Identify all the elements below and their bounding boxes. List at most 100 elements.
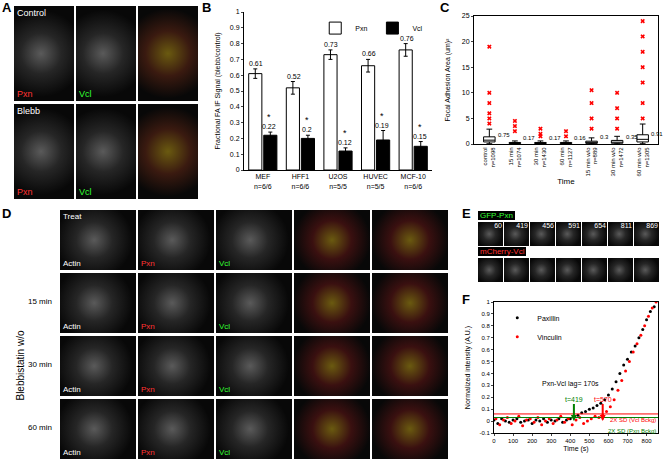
svg-text:0.3: 0.3 (230, 119, 240, 126)
svg-text:1: 1 (236, 8, 240, 15)
html-text:Pxn: Pxn (17, 187, 33, 197)
svg-text:0.7: 0.7 (481, 335, 490, 341)
svg-text:0.12: 0.12 (338, 139, 352, 146)
svg-text:0.16: 0.16 (574, 135, 586, 141)
svg-text:*: * (267, 112, 271, 122)
svg-text:0.2: 0.2 (302, 126, 312, 133)
html-text:Vcl: Vcl (79, 89, 92, 99)
svg-text:0.52: 0.52 (287, 73, 301, 80)
svg-text:controln=1098: controln=1098 (482, 147, 496, 168)
svg-text:300: 300 (546, 438, 557, 444)
svg-text:1: 1 (486, 299, 490, 305)
svg-text:0.6: 0.6 (230, 72, 240, 79)
svg-text:*: * (343, 128, 347, 138)
svg-text:600: 600 (603, 438, 614, 444)
svg-text:15 minn=1074: 15 minn=1074 (508, 147, 522, 168)
html-text:Vcl: Vcl (219, 259, 231, 268)
svg-text:0.22: 0.22 (262, 123, 276, 130)
svg-text:60 minn=1127: 60 minn=1127 (559, 147, 573, 167)
svg-text:400: 400 (565, 438, 576, 444)
svg-text:0.9: 0.9 (481, 311, 490, 317)
svg-text:0.2: 0.2 (230, 135, 240, 142)
svg-text:0.73: 0.73 (324, 41, 338, 48)
svg-text:-0.1: -0.1 (479, 430, 490, 436)
svg-text:0: 0 (466, 140, 470, 147)
svg-text:Pxn-Vcl lag= 170s: Pxn-Vcl lag= 170s (542, 380, 599, 388)
svg-text:MCF-10n=6/6: MCF-10n=6/6 (401, 173, 426, 189)
svg-text:MEFn=6/6: MEFn=6/6 (254, 173, 272, 189)
svg-text:0.91: 0.91 (651, 131, 663, 137)
html-text:Vcl: Vcl (79, 187, 92, 197)
html-text:A Control: A Control (2, 0, 46, 18)
svg-text:0.15: 0.15 (413, 133, 427, 140)
svg-text:10: 10 (462, 89, 470, 96)
svg-text:30 min w/on=1472: 30 min w/on=1472 (610, 147, 624, 177)
svg-text:0.2: 0.2 (481, 394, 490, 400)
svg-text:0.1: 0.1 (230, 151, 240, 158)
html-text:Treat: Treat (63, 212, 82, 221)
svg-text:100: 100 (508, 438, 519, 444)
svg-text:Focal Adhesion Area (um)²: Focal Adhesion Area (um)² (444, 38, 452, 122)
html-text:Pxn: Pxn (141, 259, 155, 268)
svg-text:60 min w/on=1305: 60 min w/on=1305 (636, 147, 650, 177)
svg-text:0: 0 (492, 438, 496, 444)
svg-text:2X SD (Vcl Bckg): 2X SD (Vcl Bckg) (610, 417, 656, 423)
html-text:B: B (202, 0, 212, 15)
svg-text:0.6: 0.6 (481, 347, 490, 353)
svg-text:800: 800 (642, 438, 653, 444)
svg-text:0.9: 0.9 (230, 24, 240, 31)
svg-text:U2OSn=5/5: U2OSn=5/5 (328, 173, 347, 189)
svg-text:*: * (305, 115, 309, 125)
svg-text:15: 15 (462, 64, 470, 71)
svg-text:*: * (380, 111, 384, 121)
svg-text:2X SD (Pxn Bckg): 2X SD (Pxn Bckg) (608, 428, 656, 434)
svg-text:HUVECn=5/5: HUVECn=5/5 (363, 173, 388, 189)
svg-text:0.76: 0.76 (400, 35, 414, 42)
svg-text:0.19: 0.19 (375, 122, 389, 129)
html-text:Pxn: Pxn (17, 89, 33, 99)
svg-text:0.35: 0.35 (626, 134, 638, 140)
svg-text:0.17: 0.17 (523, 135, 535, 141)
svg-text:20: 20 (462, 38, 470, 45)
svg-text:0: 0 (236, 166, 240, 173)
html-text:D: D (2, 206, 12, 221)
svg-text:0.1: 0.1 (481, 406, 490, 412)
svg-text:0: 0 (486, 418, 490, 424)
svg-text:5: 5 (466, 115, 470, 122)
svg-text:500: 500 (584, 438, 595, 444)
svg-text:Paxillin: Paxillin (537, 315, 559, 322)
svg-text:0.8: 0.8 (230, 40, 240, 47)
svg-text:25: 25 (462, 12, 470, 19)
svg-text:Pxn: Pxn (355, 25, 367, 32)
html-text:Blebbistatin w/o: Blebbistatin w/o (14, 330, 26, 401)
html-text:C: C (440, 0, 450, 15)
svg-text:t=570: t=570 (594, 396, 612, 403)
svg-text:0.4: 0.4 (481, 371, 490, 377)
svg-text:0.3: 0.3 (481, 382, 490, 388)
svg-text:Fractional FA IF Signal (blebb: Fractional FA IF Signal (blebb/control) (214, 32, 222, 149)
svg-text:0.7: 0.7 (230, 56, 240, 63)
svg-text:30 minn=1430: 30 minn=1430 (533, 147, 547, 168)
svg-text:HFF1n=6/6: HFF1n=6/6 (292, 173, 310, 189)
svg-text:0.66: 0.66 (362, 50, 376, 57)
svg-text:0.4: 0.4 (230, 103, 240, 110)
svg-text:15 min w/on=889: 15 min w/on=889 (585, 147, 599, 177)
svg-text:0.8: 0.8 (481, 323, 490, 329)
svg-text:t=419: t=419 (565, 396, 583, 403)
svg-text:Normalized intensity (A.U.): Normalized intensity (A.U.) (464, 326, 472, 409)
svg-text:0.61: 0.61 (249, 60, 263, 67)
svg-text:0.75: 0.75 (498, 132, 510, 138)
svg-text:Vinculin: Vinculin (537, 334, 561, 341)
svg-text:Time (s): Time (s) (563, 445, 588, 453)
html-text:Blebb: Blebb (17, 106, 40, 116)
svg-text:0.5: 0.5 (230, 87, 240, 94)
svg-text:Vcl: Vcl (412, 25, 422, 32)
html-text:Actin: Actin (63, 259, 81, 268)
svg-text:*: * (418, 122, 422, 132)
svg-text:0.5: 0.5 (481, 359, 490, 365)
svg-text:Time: Time (557, 177, 575, 186)
svg-text:0.17: 0.17 (549, 135, 561, 141)
svg-text:200: 200 (527, 438, 538, 444)
svg-text:0.3: 0.3 (600, 134, 609, 140)
svg-text:700: 700 (622, 438, 633, 444)
